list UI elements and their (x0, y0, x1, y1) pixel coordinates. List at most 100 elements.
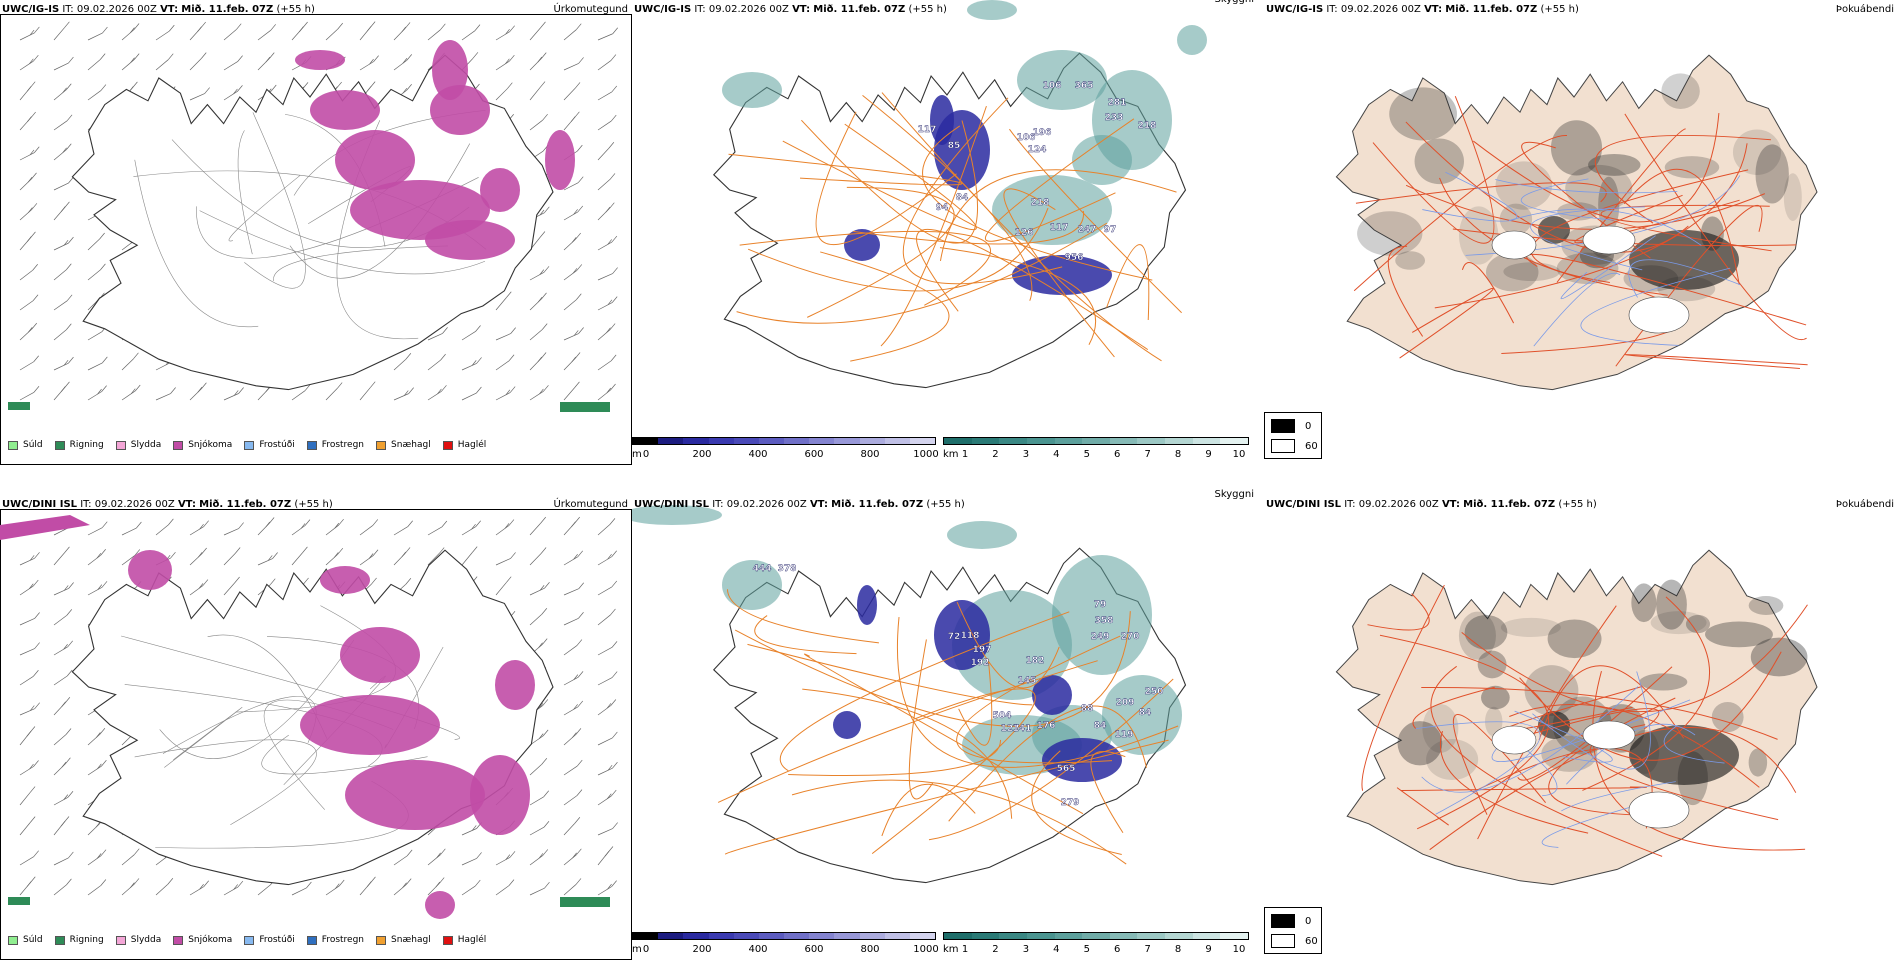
legend-swatch (8, 440, 18, 450)
wind-barb (529, 266, 550, 281)
wind-barb (223, 387, 244, 401)
cloud-base-value: 106 (1043, 81, 1062, 91)
legend-label: Rigning (69, 935, 104, 945)
wind-barb (53, 176, 74, 191)
wind-barb (19, 850, 39, 866)
wind-barb (19, 760, 39, 776)
wind-barb (461, 386, 482, 401)
river-line (1628, 259, 1741, 298)
wind-barb (597, 267, 618, 281)
vt-label: VT: (809, 499, 828, 510)
legend-item: Frostúði (244, 440, 295, 450)
road-line (1353, 135, 1568, 292)
legend-item: Snjókoma (173, 440, 232, 450)
visibility-colorbar-tick: 6 (1114, 449, 1121, 460)
wind-barb (393, 520, 413, 536)
legend-label: Snjókoma (188, 935, 233, 945)
wind-barb (19, 702, 40, 716)
cloud-base-area (1042, 738, 1122, 782)
wind-barb (529, 881, 550, 896)
visibility-panel-header: UWC/DINI ISL IT: 09.02.2026 00Z VT: Mið.… (634, 499, 965, 510)
rain-area (8, 402, 30, 410)
road-line (1405, 121, 1689, 253)
river-line (1514, 710, 1613, 763)
fog-map (1335, 54, 1818, 391)
visibility-colorbar-tick: 7 (1144, 449, 1151, 460)
fog-legend: 0 60 (1264, 412, 1322, 459)
model-name: UWC/DINI ISL (2, 499, 78, 510)
legend-label: Snjókoma (188, 440, 233, 450)
it-label: IT: (712, 499, 724, 510)
cloud-base-value: 444 (753, 564, 772, 574)
fog-shading (1538, 216, 1570, 244)
legend-item: Snjókoma (173, 935, 232, 945)
wind-barb (461, 357, 482, 371)
cloud-base-colorbar: m 0 200 400 600 800 1000 (632, 932, 939, 958)
fog-shading (1357, 211, 1423, 256)
cloud-base-value: 358 (1095, 616, 1114, 626)
wind-barb (393, 547, 411, 566)
legend-label: Slydda (130, 935, 162, 945)
wind-barb (155, 518, 174, 536)
fog-shading (1783, 173, 1802, 221)
wind-barb (597, 880, 617, 896)
wind-barb (325, 22, 343, 41)
wind-barb (393, 387, 414, 401)
wind-barb (495, 291, 512, 311)
fog-map (1335, 549, 1818, 886)
cloud-base-value: 119 (1115, 730, 1134, 740)
wind-barb (155, 387, 176, 401)
wind-barb (19, 876, 36, 896)
wind-barb (53, 381, 70, 401)
river-line (1580, 267, 1731, 346)
wind-barb (427, 520, 448, 536)
rain-area (560, 402, 610, 412)
glacier (1628, 791, 1690, 829)
road-line (244, 112, 306, 289)
cloud-base-colorbar-bar (632, 932, 936, 940)
river-line (1533, 273, 1621, 347)
wind-barb (597, 846, 614, 866)
wind-barb (495, 552, 516, 566)
wind-barb (597, 608, 616, 626)
snowfall-area (340, 627, 420, 683)
precip-panel-header: UWC/IG-IS IT: 09.02.2026 00Z VT: Mið. 11… (2, 4, 315, 15)
fog-shading (1661, 73, 1700, 109)
precip-type-panel: UWC/IG-IS IT: 09.02.2026 00Z VT: Mið. 11… (0, 0, 632, 465)
wind-barb (223, 880, 244, 896)
legend-label: Haglél (457, 440, 487, 450)
valid-time: Mið. 11.feb. 07Z (181, 4, 274, 15)
road-line (791, 779, 1127, 865)
road-line (1003, 188, 1115, 358)
glacier (1491, 725, 1537, 755)
precip-panel-header: UWC/DINI ISL IT: 09.02.2026 00Z VT: Mið.… (2, 499, 333, 510)
wind-barb (53, 669, 73, 686)
road-line (1452, 714, 1546, 815)
precip-panel-title: Úrkomutegund (553, 499, 628, 510)
wind-barb (529, 292, 547, 311)
wind-barb (393, 849, 413, 866)
legend-label: Snæhagl (391, 440, 431, 450)
cloud-base-value: 97 (1104, 225, 1117, 235)
road-line (1519, 651, 1782, 761)
cloud-base-colorbar-unit: m (632, 449, 642, 460)
low-visibility-area (722, 560, 782, 610)
wind-barb (529, 608, 548, 626)
road-line (1387, 245, 1424, 337)
visibility-colorbar-tick: 9 (1205, 449, 1212, 460)
wind-barb (563, 878, 582, 896)
snowfall-area (300, 695, 440, 755)
legend-item: Slydda (115, 935, 162, 945)
road-line (939, 169, 1177, 262)
legend-label: Snæhagl (391, 935, 431, 945)
wind-barb (597, 789, 617, 806)
snowfall-area (320, 566, 370, 594)
wind-barb (121, 384, 141, 401)
lead-time: (+55 h) (294, 499, 333, 510)
low-visibility-area (992, 175, 1112, 245)
wind-barb (529, 821, 550, 836)
wind-barb (597, 699, 617, 716)
wind-barb (19, 642, 40, 656)
legend-item: Rigning (54, 935, 104, 945)
legend-item: Súld (8, 440, 43, 450)
